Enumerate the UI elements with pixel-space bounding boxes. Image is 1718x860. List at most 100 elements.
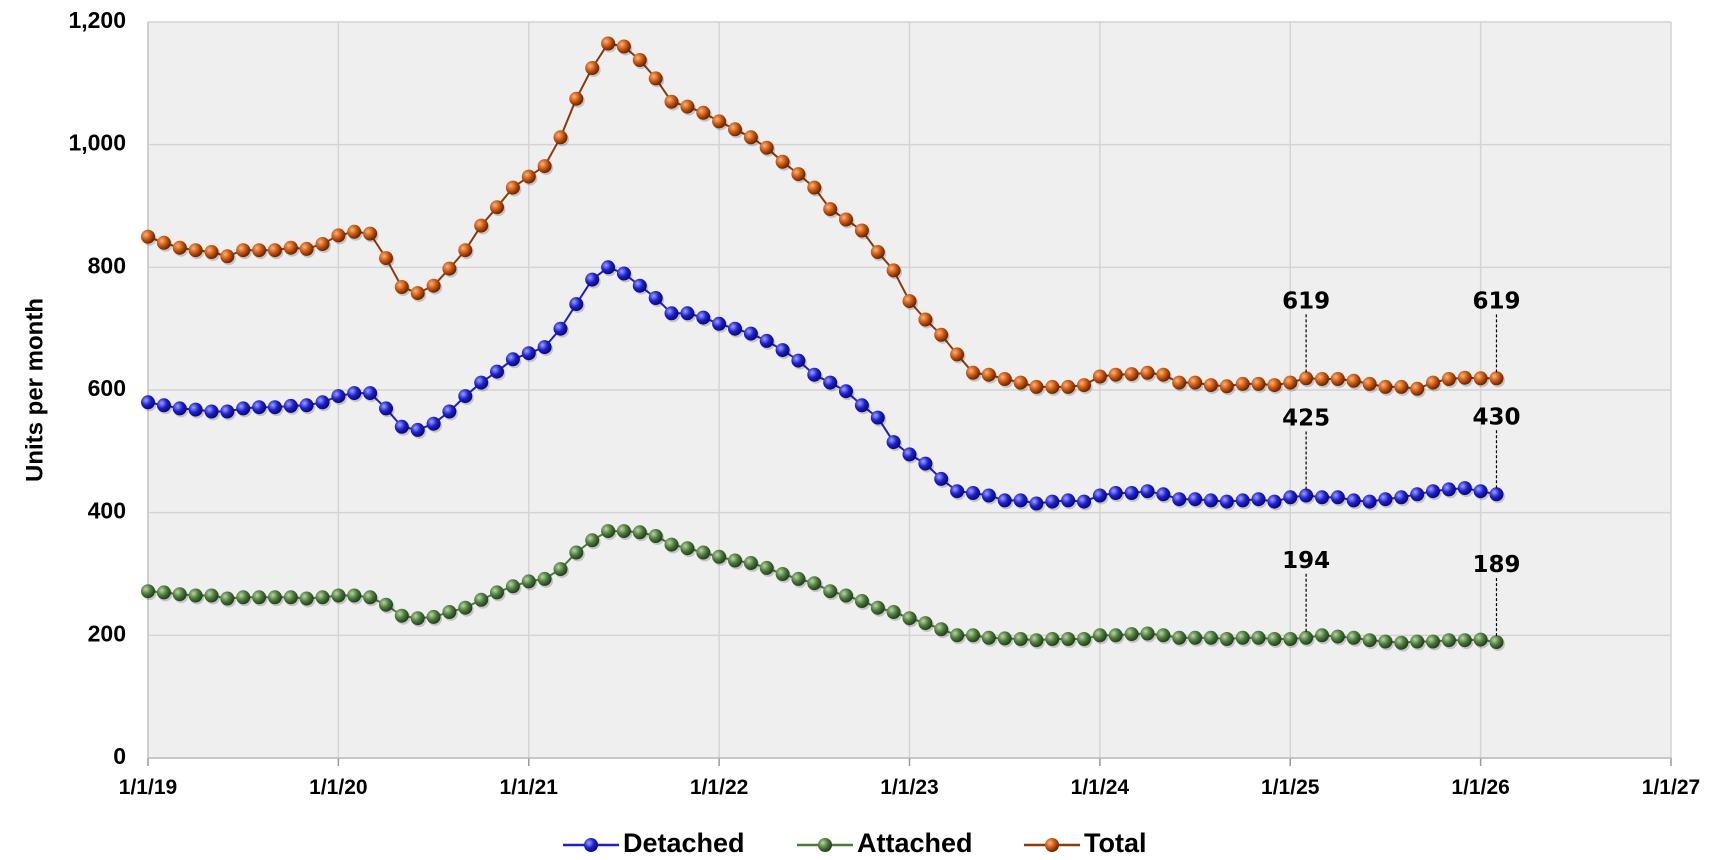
data-point-total — [1378, 379, 1393, 394]
data-point-detached — [156, 398, 171, 413]
data-point-total — [997, 372, 1012, 386]
data-point-detached — [696, 310, 711, 325]
data-point-total — [283, 240, 298, 255]
y-tick-label: 0 — [113, 743, 126, 769]
data-point-detached — [1188, 492, 1203, 507]
data-point-attached — [823, 584, 838, 599]
data-point-attached — [981, 630, 996, 645]
y-tick-label: 800 — [88, 252, 126, 278]
data-point-attached — [870, 600, 885, 615]
data-point-detached — [347, 386, 362, 401]
legend-marker — [584, 838, 598, 852]
data-point-detached — [664, 306, 679, 321]
data-point-detached — [379, 401, 393, 416]
data-point-detached — [283, 398, 298, 413]
data-point-total — [934, 327, 949, 342]
data-point-detached — [1077, 494, 1091, 509]
data-point-detached — [1156, 487, 1171, 502]
data-point-attached — [680, 541, 695, 556]
data-point-total — [807, 180, 822, 195]
data-point-attached — [886, 605, 901, 619]
data-point-attached — [902, 611, 917, 626]
data-point-attached — [1410, 634, 1425, 649]
data-point-detached — [680, 306, 695, 321]
data-label: 430 — [1472, 404, 1520, 430]
data-point-attached — [1362, 633, 1377, 648]
data-point-total — [442, 261, 457, 276]
data-point-attached — [283, 590, 298, 605]
data-point-total — [854, 223, 869, 238]
data-point-total — [775, 154, 790, 169]
data-point-attached — [379, 597, 393, 612]
data-point-total — [553, 130, 568, 145]
data-point-total — [1077, 378, 1091, 393]
data-point-attached — [1124, 627, 1139, 642]
data-point-detached — [1330, 490, 1345, 505]
data-point-attached — [1267, 632, 1282, 646]
data-point-total — [1267, 378, 1282, 393]
data-point-total — [902, 294, 917, 309]
data-point-attached — [569, 545, 584, 560]
data-point-total — [1283, 375, 1298, 390]
data-point-attached — [616, 524, 631, 539]
data-point-attached — [426, 609, 441, 624]
data-point-attached — [252, 590, 267, 605]
x-tick-label: 1/1/22 — [690, 776, 748, 799]
data-point-total — [839, 212, 853, 227]
data-point-attached — [331, 588, 346, 603]
data-point-detached — [1092, 488, 1107, 503]
data-point-attached — [854, 594, 869, 608]
data-point-total — [1441, 372, 1456, 386]
data-point-attached — [1315, 628, 1329, 643]
data-point-attached — [458, 600, 473, 615]
data-point-total — [1172, 375, 1187, 390]
data-point-total — [680, 99, 695, 114]
x-tick-label: 1/1/26 — [1451, 776, 1509, 799]
data-point-detached — [267, 400, 282, 415]
data-point-detached — [442, 404, 457, 419]
data-point-total — [1489, 371, 1504, 386]
data-point-total — [664, 94, 679, 109]
data-point-detached — [601, 260, 616, 275]
legend-item-total: Total — [1024, 828, 1147, 858]
data-point-detached — [791, 353, 806, 368]
data-point-attached — [156, 585, 171, 600]
data-point-attached — [1235, 630, 1250, 645]
data-point-total — [1013, 375, 1028, 390]
data-point-detached — [1283, 490, 1298, 505]
data-point-detached — [220, 404, 235, 419]
data-point-attached — [172, 587, 187, 602]
data-point-detached — [204, 404, 219, 419]
data-point-detached — [1410, 487, 1425, 502]
data-point-attached — [1330, 629, 1345, 644]
legend-item-detached: Detached — [563, 828, 745, 858]
data-point-total — [1473, 371, 1488, 386]
data-point-total — [823, 202, 838, 217]
data-point-detached — [1203, 493, 1218, 508]
x-tick-label: 1/1/24 — [1071, 776, 1130, 799]
data-point-attached — [696, 545, 711, 560]
data-point-detached — [886, 435, 901, 450]
data-point-total — [204, 245, 219, 259]
data-point-attached — [363, 590, 378, 605]
data-point-detached — [1426, 484, 1440, 499]
x-tick-label: 1/1/23 — [880, 776, 938, 799]
data-point-total — [712, 114, 727, 129]
data-point-total — [1188, 375, 1203, 390]
x-tick-label: 1/1/25 — [1261, 776, 1320, 799]
data-point-detached — [1108, 486, 1123, 500]
data-point-total — [616, 39, 631, 54]
data-point-detached — [426, 416, 441, 431]
data-point-total — [331, 228, 346, 243]
data-point-detached — [966, 486, 980, 500]
data-point-detached — [1061, 493, 1076, 508]
data-point-total — [696, 105, 711, 120]
data-point-detached — [141, 395, 155, 410]
data-point-total — [569, 91, 584, 106]
data-point-detached — [728, 321, 742, 336]
data-point-total — [521, 169, 536, 184]
legend-label: Detached — [623, 828, 745, 858]
data-point-detached — [410, 422, 425, 437]
data-point-attached — [394, 608, 409, 623]
data-point-detached — [743, 326, 758, 341]
